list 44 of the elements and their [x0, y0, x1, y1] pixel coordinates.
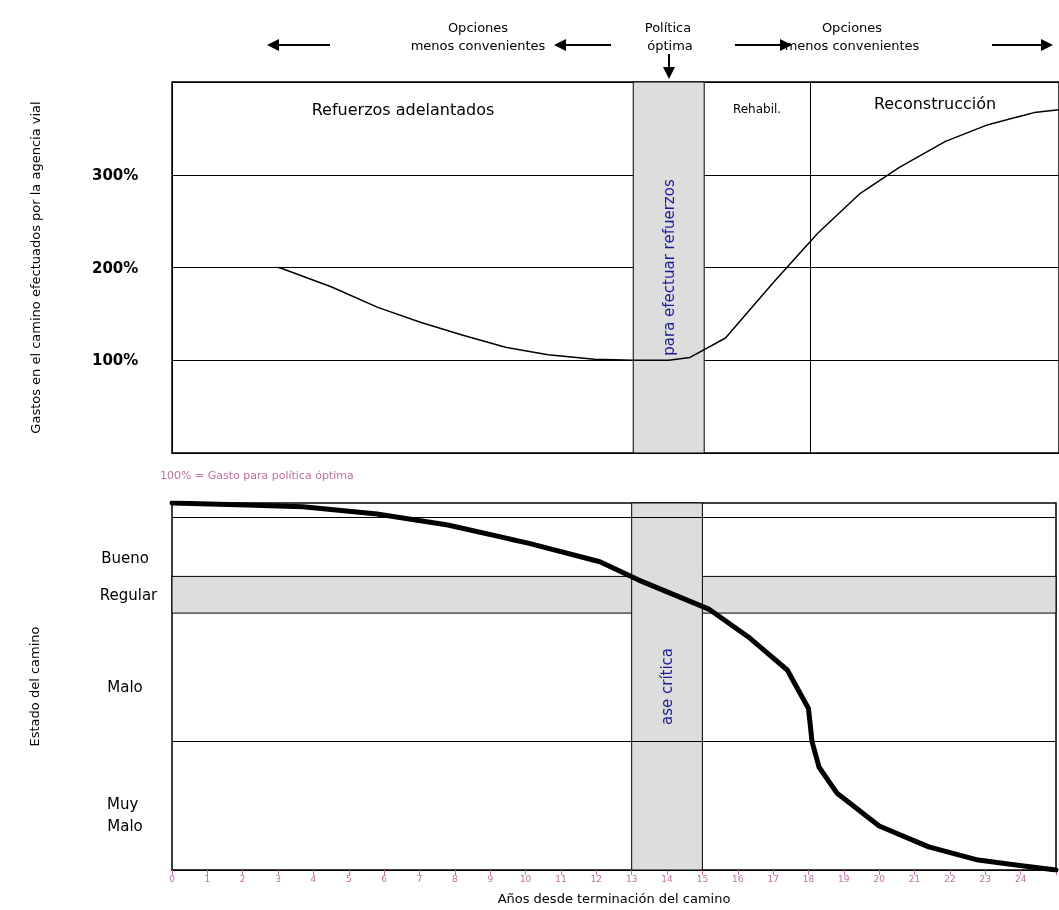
band-label: Regular	[99, 585, 159, 604]
annotation: Refuerzos adelantados	[311, 99, 495, 119]
x-axis-title: Años desde terminación del camino	[497, 891, 731, 906]
x-tick-label: 17	[767, 873, 779, 884]
text: Bueno	[101, 549, 149, 567]
x-tick-label: 7	[416, 873, 423, 884]
x-tick-label: 11	[555, 873, 567, 884]
x-tick-label: 21	[908, 873, 921, 884]
x-tick-label: 18	[802, 873, 815, 884]
x-tick-label: 12	[590, 873, 603, 884]
x-tick-label: 9	[487, 873, 494, 884]
x-tick-label: 1	[204, 873, 211, 884]
band-label: ase crítica	[658, 647, 677, 726]
text: Opciones menos convenientes	[410, 19, 546, 53]
x-tick-label: 13	[625, 873, 638, 884]
y-tick-label: 300%	[92, 165, 139, 184]
x-tick-label: 24	[1014, 873, 1027, 884]
text: Muy Malo	[106, 795, 144, 835]
x-tick-label: 6	[381, 873, 388, 884]
text: 100% = Gasto para política óptima	[160, 468, 354, 482]
x-tick-label: 23	[979, 873, 992, 884]
x-tick-label: 3	[275, 873, 281, 884]
y-axis-title: Gastos en el camino efectuados por la agencia vial	[28, 101, 43, 434]
text: Política óptima	[644, 19, 696, 53]
band-label: para efectuar refuerzos	[659, 179, 678, 356]
x-tick-label: 2	[239, 873, 246, 884]
annotation: Reconstrucción	[873, 93, 997, 113]
x-tick-label: 19	[838, 873, 850, 884]
y-tick-label: 100%	[92, 351, 139, 370]
text: Malo	[107, 678, 143, 696]
x-tick-label: 4	[310, 873, 317, 884]
y-axis-title: Estado del camino	[27, 626, 42, 747]
x-tick-label: 5	[345, 873, 352, 884]
text: Opciones menos convenientes	[784, 19, 920, 53]
x-tick-label: 8	[452, 873, 459, 884]
x-tick-label: 15	[696, 873, 709, 884]
x-tick-label: 20	[873, 873, 886, 884]
annotation: Rehabil.	[732, 102, 782, 116]
x-tick-label: 16	[732, 873, 744, 884]
x-tick-label: 22	[944, 873, 956, 884]
x-tick-label: 0	[169, 873, 176, 884]
x-tick-label: 14	[661, 873, 674, 884]
y-tick-label: 200%	[92, 258, 139, 277]
x-tick-label: 10	[519, 873, 532, 884]
